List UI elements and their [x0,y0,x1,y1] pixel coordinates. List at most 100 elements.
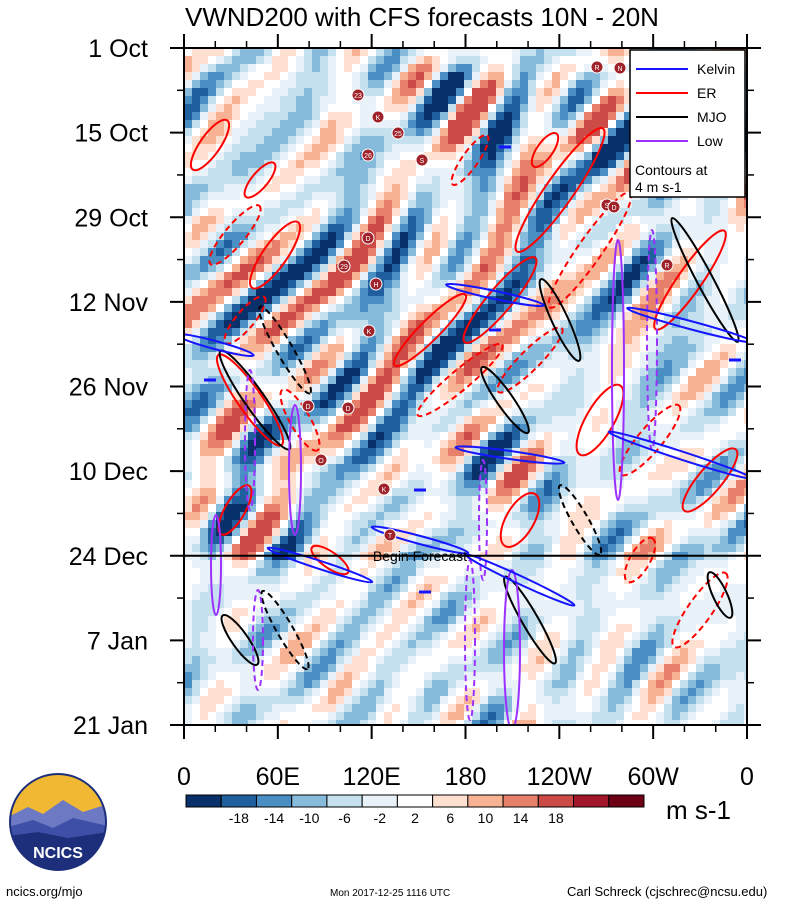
heat-cell [232,464,241,473]
heat-cell [440,280,449,289]
heat-cell [216,224,225,233]
heat-cell [744,408,747,417]
heat-cell [680,344,689,353]
heat-cell [216,64,225,73]
heat-cell [384,600,393,609]
heat-cell [504,512,513,521]
heat-cell [648,256,657,265]
heat-cell [528,472,537,481]
heat-cell [200,296,209,305]
heat-cell [256,152,265,161]
heat-cell [632,472,641,481]
heat-cell [472,136,481,145]
heat-cell [336,336,345,345]
heat-cell [528,192,537,201]
heat-cell [240,608,249,617]
heat-cell [240,496,249,505]
heat-cell [600,272,609,281]
heat-cell [688,304,697,313]
heat-cell [712,224,721,233]
heat-cell [744,544,747,553]
heat-cell [568,536,577,545]
heat-cell [672,544,681,553]
heat-cell [384,472,393,481]
heat-cell [224,608,233,617]
heat-cell [360,472,369,481]
heat-cell [472,120,481,129]
heat-cell [272,560,281,569]
heat-cell [320,400,329,409]
heat-cell [304,128,313,137]
heat-cell [744,256,747,265]
heat-cell [280,448,289,457]
heat-cell [240,112,249,121]
heat-cell [696,312,705,321]
heat-cell [488,168,497,177]
heat-cell [224,72,233,81]
heat-cell [576,384,585,393]
heat-cell [688,496,697,505]
heat-cell [600,216,609,225]
heat-cell [600,368,609,377]
heat-cell [288,208,297,217]
heat-cell [608,280,617,289]
heat-cell [320,56,329,65]
heat-cell [680,544,689,553]
heat-cell [440,240,449,249]
heat-cell [568,440,577,449]
heat-cell [368,128,377,137]
heat-cell [312,464,321,473]
heat-cell [512,192,521,201]
heat-cell [568,416,577,425]
heat-cell [376,64,385,73]
heat-cell [360,448,369,457]
heat-cell [504,400,513,409]
heat-cell [272,200,281,209]
heat-cell [624,216,633,225]
heat-cell [224,536,233,545]
heat-cell [232,272,241,281]
heat-cell [416,520,425,529]
heat-cell [544,144,553,153]
heat-cell [648,432,657,441]
heat-cell [704,488,713,497]
heat-cell [328,408,337,417]
heat-cell [488,576,497,585]
heat-cell [280,464,289,473]
heat-cell [368,352,377,361]
heat-cell [296,384,305,393]
heat-cell [456,344,465,353]
heat-cell [392,456,401,465]
heat-cell [216,312,225,321]
heat-cell [688,224,697,233]
heat-cell [288,328,297,337]
heat-cell [352,56,361,65]
heat-cell [480,120,489,129]
heat-cell [696,528,705,537]
heat-cell [584,264,593,273]
heat-cell [728,392,737,401]
heat-cell [456,144,465,153]
heat-cell [576,160,585,169]
heat-cell [720,512,729,521]
heat-cell [232,232,241,241]
heat-cell [520,88,529,97]
heat-cell [336,448,345,457]
heat-cell [200,176,209,185]
heat-cell [736,240,745,249]
heat-cell [488,96,497,105]
heat-cell [328,328,337,337]
heat-cell [312,296,321,305]
heat-cell [584,240,593,249]
heat-cell [280,600,289,609]
heat-cell [552,488,561,497]
heat-cell [336,400,345,409]
heat-cell [448,536,457,545]
heat-cell [528,360,537,369]
heat-cell [392,360,401,369]
heat-cell [728,376,737,385]
heat-cell [288,312,297,321]
heat-cell [184,144,193,153]
heat-cell [656,520,665,529]
heat-cell [368,56,377,65]
